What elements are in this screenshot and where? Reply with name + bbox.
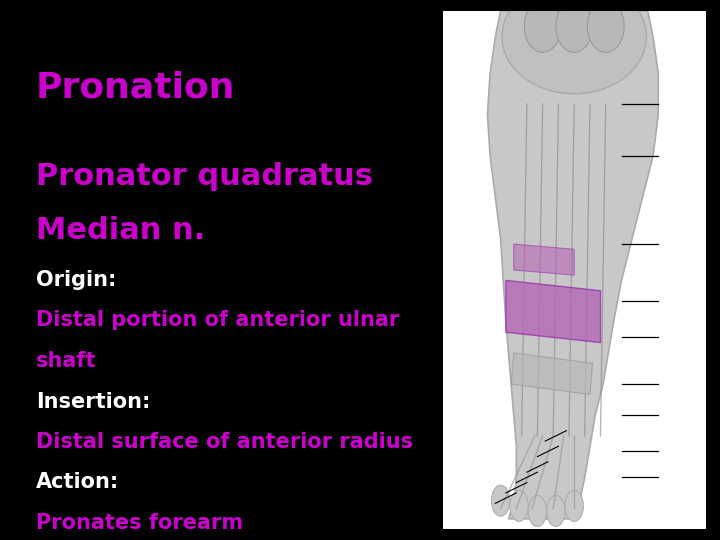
Text: Pronation: Pronation [36, 70, 235, 104]
Ellipse shape [524, 1, 561, 52]
Ellipse shape [546, 496, 565, 526]
Polygon shape [506, 280, 600, 342]
Text: Distal surface of anterior radius: Distal surface of anterior radius [36, 432, 413, 452]
Polygon shape [514, 244, 575, 275]
Ellipse shape [502, 0, 647, 94]
Ellipse shape [528, 496, 546, 526]
Text: Action:: Action: [36, 472, 119, 492]
Text: Insertion:: Insertion: [36, 392, 150, 411]
Text: Distal portion of anterior ulnar: Distal portion of anterior ulnar [36, 310, 399, 330]
Text: Pronator quadratus: Pronator quadratus [36, 162, 373, 191]
Polygon shape [487, 11, 658, 519]
Ellipse shape [492, 485, 510, 516]
Ellipse shape [510, 490, 528, 522]
Text: Origin:: Origin: [36, 270, 116, 290]
Ellipse shape [588, 1, 624, 52]
Polygon shape [511, 353, 593, 394]
Text: shaft: shaft [36, 351, 96, 371]
Ellipse shape [565, 490, 583, 522]
Text: Median n.: Median n. [36, 216, 205, 245]
Text: Pronates forearm: Pronates forearm [36, 513, 243, 533]
Ellipse shape [556, 1, 593, 52]
